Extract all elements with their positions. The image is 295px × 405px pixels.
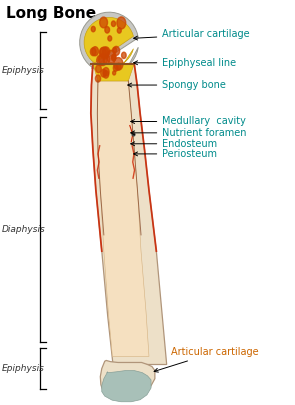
Text: Periosteum: Periosteum [134, 149, 217, 159]
Circle shape [117, 28, 121, 33]
Circle shape [101, 69, 106, 77]
Text: Diaphysis: Diaphysis [1, 225, 45, 234]
Circle shape [116, 63, 121, 70]
Circle shape [113, 47, 117, 53]
Text: Endosteum: Endosteum [131, 139, 217, 149]
Circle shape [92, 47, 99, 56]
Circle shape [103, 70, 109, 78]
Circle shape [113, 71, 116, 75]
Circle shape [106, 50, 116, 63]
Circle shape [114, 58, 123, 70]
Polygon shape [100, 360, 155, 400]
Text: Articular cartilage: Articular cartilage [154, 347, 259, 372]
Text: Epiphysis: Epiphysis [1, 66, 44, 75]
Circle shape [113, 65, 118, 71]
Polygon shape [93, 64, 134, 81]
Text: Epiphyseal line: Epiphyseal line [134, 58, 236, 68]
Text: Nutrient foramen: Nutrient foramen [131, 128, 247, 138]
Circle shape [108, 36, 112, 41]
Circle shape [100, 47, 109, 58]
Circle shape [112, 21, 116, 26]
Polygon shape [102, 371, 151, 402]
Text: Long Bone: Long Bone [6, 6, 96, 21]
Circle shape [100, 17, 108, 28]
Circle shape [103, 47, 110, 57]
Polygon shape [91, 64, 167, 364]
Circle shape [111, 55, 116, 61]
Circle shape [122, 52, 126, 58]
Circle shape [90, 48, 96, 56]
Text: Epiphysis: Epiphysis [1, 364, 44, 373]
Polygon shape [84, 17, 133, 68]
Circle shape [103, 55, 110, 64]
Polygon shape [80, 12, 138, 73]
Text: Medullary  cavity: Medullary cavity [131, 117, 246, 126]
Circle shape [91, 26, 95, 32]
Polygon shape [97, 81, 149, 356]
Circle shape [96, 65, 101, 73]
Circle shape [99, 54, 107, 66]
Circle shape [117, 17, 126, 29]
Circle shape [112, 55, 116, 60]
Circle shape [97, 55, 104, 66]
Circle shape [99, 48, 106, 57]
Text: Spongy bone: Spongy bone [128, 80, 226, 90]
Circle shape [113, 47, 120, 55]
Text: Articular cartilage: Articular cartilage [134, 30, 250, 40]
Circle shape [103, 68, 109, 76]
Circle shape [95, 75, 101, 82]
Circle shape [105, 27, 109, 33]
